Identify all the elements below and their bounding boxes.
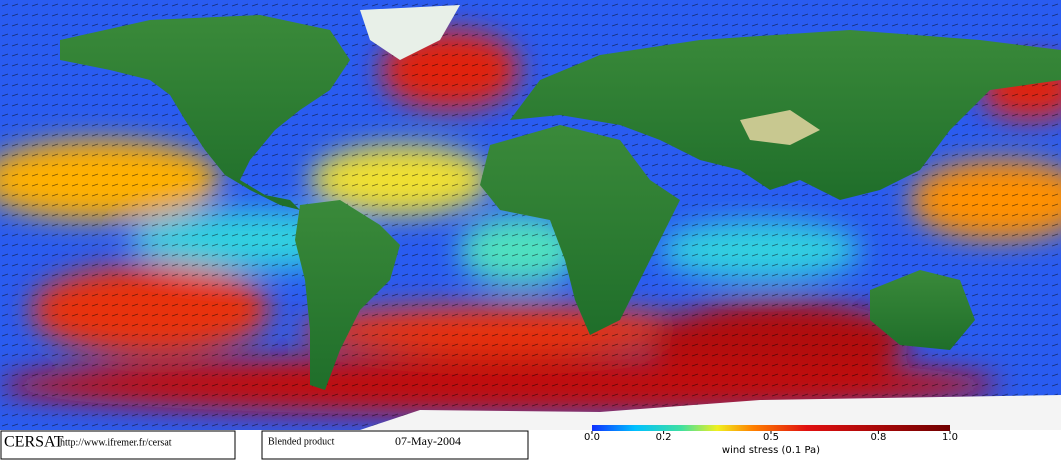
date: 07-May-2004 xyxy=(395,434,461,448)
product-box xyxy=(261,430,529,460)
colorbar-tick-label: 1.0 xyxy=(942,432,958,443)
colorbar-label: wind stress (0.1 Pa) xyxy=(722,445,820,456)
land xyxy=(60,5,1061,430)
url: http://www.ifremer.fr/cersat xyxy=(60,437,172,448)
colorbar xyxy=(592,425,950,431)
colorbar-tick-label: 0.0 xyxy=(584,432,600,443)
logo-box xyxy=(0,430,236,460)
colorbar-tick-label: 0.8 xyxy=(870,432,886,443)
logo: CERSAT xyxy=(4,434,64,451)
colorbar-tick-label: 0.2 xyxy=(656,432,672,443)
colorbar-tick-label: 0.5 xyxy=(763,432,779,443)
product: Blended product xyxy=(268,436,335,447)
